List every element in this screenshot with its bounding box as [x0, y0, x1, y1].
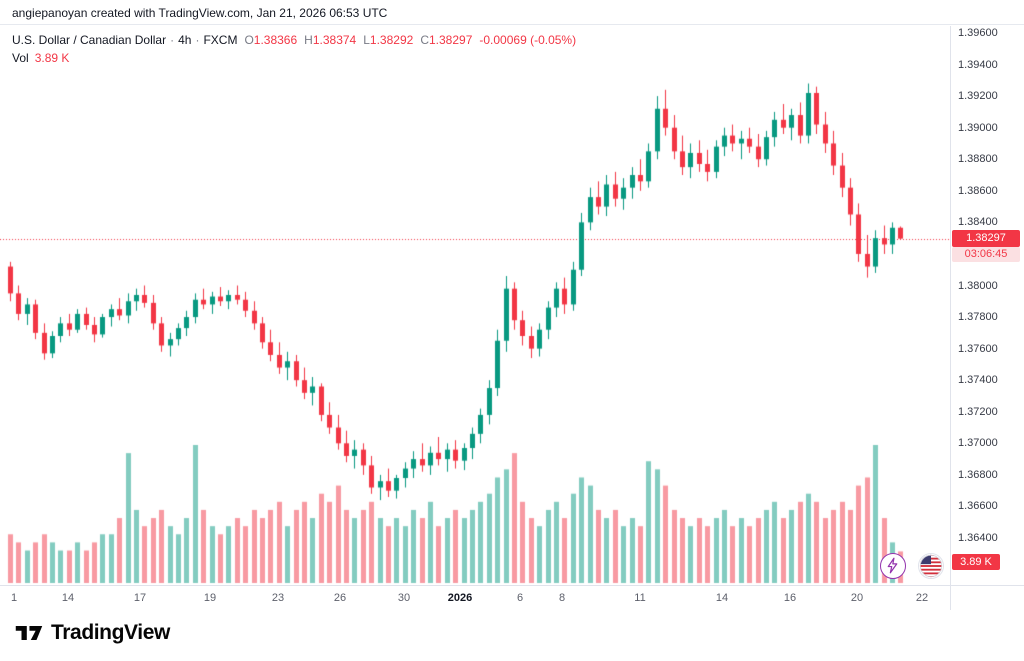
volume-row: Vol 3.89 K	[12, 49, 576, 67]
separator-dot: ·	[170, 33, 175, 47]
price-axis[interactable]: 1.39600 1.39400 1.39200 1.39000 1.38800 1.386…	[950, 26, 1024, 585]
price-tick-label: 1.37200	[958, 405, 998, 418]
time-axis-label: 2026	[447, 592, 473, 604]
tradingview-logo-text: TradingView	[51, 621, 170, 644]
open-value: 1.38366	[253, 33, 298, 47]
chart-pane[interactable]: U.S. Dollar / Canadian Dollar · 4h · FXCM O1.…	[0, 26, 950, 585]
time-axis-label: 23	[271, 592, 285, 604]
footer: TradingView	[0, 610, 1024, 661]
low-value: 1.38292	[369, 33, 414, 47]
volume-label: Vol	[12, 51, 29, 65]
high-label: H	[304, 33, 313, 47]
us-flag-icon	[919, 554, 943, 578]
price-tick-label: 1.37600	[958, 342, 998, 355]
price-tick-label: 1.37800	[958, 311, 998, 324]
time-axis-label: 8	[558, 592, 566, 604]
price-tick-label: 1.38400	[958, 216, 998, 229]
bar-close-countdown: 03:06:45	[952, 247, 1020, 263]
time-axis-label: 22	[915, 592, 929, 604]
time-axis-label: 14	[715, 592, 729, 604]
high-value: 1.38374	[312, 33, 357, 47]
open-label: O	[244, 33, 254, 47]
price-tick-label: 1.36600	[958, 500, 998, 513]
instant-trading-button[interactable]	[880, 553, 906, 579]
price-tick-label: 1.38800	[958, 153, 998, 166]
time-axis-label: 30	[397, 592, 411, 604]
low-label: L	[363, 33, 370, 47]
lightning-bolt-icon	[887, 557, 898, 574]
candlestick-chart-canvas[interactable]	[0, 26, 950, 585]
symbol-title[interactable]: U.S. Dollar / Canadian Dollar	[12, 33, 167, 47]
price-tick-label: 1.37000	[958, 437, 998, 450]
separator-dot: ·	[195, 33, 200, 47]
price-tick-label: 1.39400	[958, 58, 998, 71]
time-axis-label: 20	[850, 592, 864, 604]
last-price-badge: 1.38297	[952, 230, 1020, 248]
price-tick-label: 1.36800	[958, 468, 998, 481]
interval-label[interactable]: 4h	[178, 33, 192, 47]
tradingview-logo[interactable]: TradingView	[14, 618, 170, 648]
price-tick-label: 1.36400	[958, 532, 998, 544]
axis-corner-divider	[950, 585, 951, 610]
time-axis-label: 1	[10, 592, 18, 604]
close-label: C	[420, 33, 429, 47]
price-tick-label: 1.37400	[958, 374, 998, 387]
price-tick-label: 1.39200	[958, 90, 998, 103]
price-tick-label: 1.39600	[958, 27, 998, 39]
time-axis-label: 11	[634, 592, 646, 604]
time-axis-label: 19	[203, 592, 217, 604]
time-axis[interactable]: 1 14 17 19 23 26 30 2026 6 8 11 14 16 20 22	[0, 585, 1024, 611]
chart-legend: U.S. Dollar / Canadian Dollar · 4h · FXCM O1.…	[12, 31, 576, 67]
volume-value: 3.89 K	[34, 51, 70, 65]
time-axis-label: 14	[61, 592, 75, 604]
attribution-bar: angiepanoyan created with TradingView.co…	[0, 0, 1024, 25]
time-axis-label: 6	[516, 592, 524, 604]
price-tick-label: 1.38600	[958, 184, 998, 197]
tradingview-logo-mark	[15, 625, 43, 641]
us-flag-button[interactable]	[918, 553, 944, 579]
close-value: 1.38297	[428, 33, 473, 47]
change-value: -0.00069 (-0.05%)	[479, 33, 577, 47]
time-axis-label: 17	[133, 592, 147, 604]
price-tick-label: 1.39000	[958, 121, 998, 134]
time-axis-label: 26	[333, 592, 347, 604]
price-tick-label: 1.38000	[958, 279, 998, 292]
exchange-label[interactable]: FXCM	[203, 33, 238, 47]
symbol-row: U.S. Dollar / Canadian Dollar · 4h · FXCM O1.…	[12, 31, 576, 49]
time-axis-label: 16	[783, 592, 797, 604]
volume-value-badge: 3.89 K	[952, 554, 1000, 570]
